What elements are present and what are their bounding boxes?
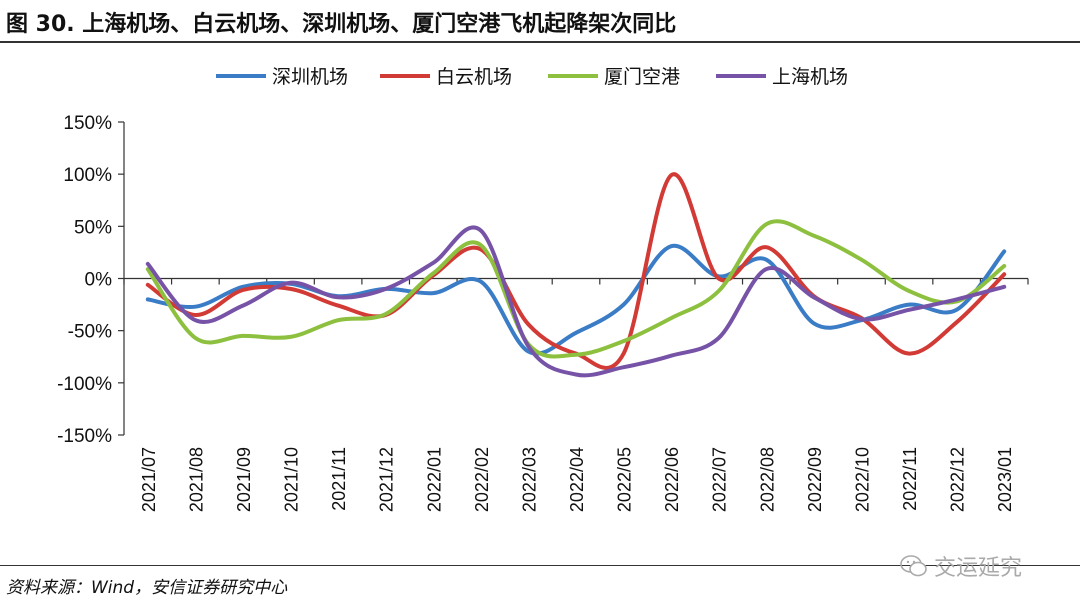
chart-legend: 深圳机场 白云机场 厦门空港 上海机场 <box>216 66 848 88</box>
bottom-rule <box>0 565 1080 566</box>
x-tick-label: 2022/02 <box>472 447 492 512</box>
series-xiamen-airport-legend-label: 厦门空港 <box>604 66 680 88</box>
chart-axes <box>123 122 1028 435</box>
x-tick-label: 2022/06 <box>662 447 682 512</box>
x-tick-label: 2022/05 <box>615 447 635 512</box>
x-tick-label: 2022/08 <box>757 447 777 512</box>
x-tick-label: 2021/09 <box>234 447 254 512</box>
series-shenzhen-airport-legend-label: 深圳机场 <box>272 66 348 88</box>
x-tick-label: 2022/03 <box>519 447 539 512</box>
y-tick-label: 150% <box>63 113 112 134</box>
x-tick-label: 2022/12 <box>948 447 968 512</box>
x-tick-label: 2021/10 <box>282 447 302 512</box>
series-baiyun-airport-line <box>145 172 1007 370</box>
y-tick-label: 50% <box>74 217 112 238</box>
chart-series <box>145 172 1007 378</box>
x-axis-ticks: 2021/07 2021/08 2021/09 2021/10 2021/11 2021/… <box>123 278 1029 512</box>
x-tick-label: 2021/11 <box>329 447 349 511</box>
x-tick-label: 2021/08 <box>186 447 206 512</box>
series-baiyun-airport-legend-label: 白云机场 <box>436 66 512 88</box>
y-tick-label: 0% <box>85 270 113 291</box>
y-tick-label: -50% <box>68 322 112 343</box>
line-chart: 深圳机场 白云机场 厦门空港 上海机场 150% 100% 50% 0% -50% -100% -… <box>57 66 1029 512</box>
wechat-watermark: 交运延究 <box>900 550 1022 582</box>
x-tick-label: 2022/07 <box>710 447 730 512</box>
x-tick-label: 2021/12 <box>377 447 397 512</box>
x-tick-label: 2022/10 <box>852 447 872 512</box>
y-tick-label: -100% <box>57 374 112 395</box>
source-note: 资料来源：Wind，安信证券研究中心 <box>6 578 288 598</box>
wechat-icon <box>900 555 927 577</box>
x-tick-label: 2022/11 <box>900 447 920 511</box>
top-rule <box>0 41 1080 43</box>
x-tick-label: 2022/04 <box>567 447 587 512</box>
x-tick-label: 2021/07 <box>139 447 159 512</box>
y-tick-label: -150% <box>57 426 112 447</box>
x-tick-label: 2022/09 <box>805 447 825 512</box>
x-tick-label: 2022/01 <box>424 447 444 512</box>
watermark-text: 交运延究 <box>934 556 1023 581</box>
x-tick-label: 2023/01 <box>995 447 1015 512</box>
chart-title: 图 30. 上海机场、白云机场、深圳机场、厦门空港飞机起降架次同比 <box>6 12 677 37</box>
series-shanghai-airport-legend-label: 上海机场 <box>772 66 848 88</box>
y-axis-ticks: 150% 100% 50% 0% -50% -100% -150% <box>57 113 124 447</box>
y-tick-label: 100% <box>63 165 112 186</box>
